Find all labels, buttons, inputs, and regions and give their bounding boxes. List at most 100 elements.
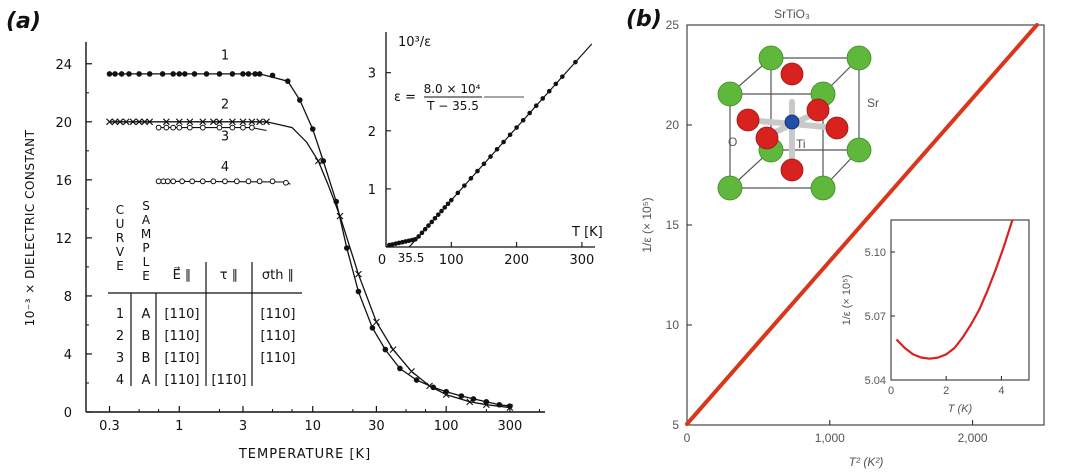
series-1-point xyxy=(182,71,188,77)
series-3-point xyxy=(229,124,236,131)
inset-point xyxy=(468,176,474,181)
crystal-label-sr: Sr xyxy=(867,96,879,110)
panel-b-line xyxy=(685,23,1039,426)
inset-point xyxy=(426,223,431,228)
series-1-point xyxy=(269,72,276,79)
table-cell: B xyxy=(142,329,151,344)
inset-point xyxy=(527,110,532,116)
table-cell: [110] xyxy=(261,351,296,366)
panel-b-y-tick-label: 20 xyxy=(666,118,680,132)
panel-a-x-tick-label: 3 xyxy=(239,419,247,434)
panel-a-x-tick-label: 30 xyxy=(368,419,385,434)
series-2-point xyxy=(336,212,344,220)
crystal-label-ti: Ti xyxy=(796,137,806,151)
table-cell: A xyxy=(142,307,151,322)
series-2-point xyxy=(175,118,183,126)
series-4-point xyxy=(210,178,217,185)
panel-b-inset-line xyxy=(895,219,1014,360)
panel-b-x-tick-label: 0 xyxy=(684,431,691,445)
curve-label: 3 xyxy=(221,130,229,145)
series-2-point xyxy=(199,118,207,126)
panel-a-curve-labels: 1 2 3 4 xyxy=(221,48,229,175)
series-2-point xyxy=(122,118,130,126)
series-1-point xyxy=(297,97,303,103)
panel-b-x-tick-label: 1,000 xyxy=(815,431,845,445)
panel-b-inset-series xyxy=(895,219,1014,360)
panel-b-inset-x-tick-label: 4 xyxy=(998,385,1004,397)
inset-point xyxy=(455,190,461,196)
panel-a-x-tick-label: 100 xyxy=(434,419,459,434)
o-atom xyxy=(780,62,804,86)
table-cell: [110] xyxy=(165,373,200,388)
series-2-point xyxy=(141,118,149,126)
inset-x-tick-label: 300 xyxy=(570,253,595,268)
sr-atom xyxy=(846,137,872,163)
panel-a-x-label: TEMPERATURE [K] xyxy=(238,447,371,462)
sr-atom xyxy=(758,45,784,71)
series-4-point xyxy=(199,178,206,185)
table-cell: B xyxy=(142,351,151,366)
inset-x-tick-label: 0 xyxy=(378,253,386,268)
sr-atom xyxy=(810,175,836,201)
series-3-point xyxy=(155,124,162,131)
inset-point xyxy=(432,216,438,221)
series-2-point xyxy=(111,118,119,126)
series-1-point xyxy=(397,365,403,372)
inset-point xyxy=(439,208,444,214)
o-atoms xyxy=(736,62,849,182)
series-2-point xyxy=(426,382,433,390)
inset-point xyxy=(488,154,493,159)
table-cell: [110] xyxy=(165,307,200,322)
panel-a-x-tick-label: 0.3 xyxy=(99,419,120,434)
series-2-point xyxy=(506,404,514,412)
inset-x-tick-label: 100 xyxy=(439,253,464,268)
series-1-point xyxy=(284,78,291,84)
series-3-point xyxy=(240,124,246,131)
series-3-point xyxy=(170,124,177,131)
panel-a-y-tick-label: 20 xyxy=(55,116,72,131)
series-1-point xyxy=(240,71,246,77)
series-2-point xyxy=(482,401,490,409)
panel-a-y-tick-label: 8 xyxy=(64,290,72,305)
series-2-point xyxy=(373,318,380,326)
series-2-point xyxy=(408,367,415,375)
series-2-point xyxy=(209,118,217,126)
panel-b-inset-y-tick-label: 5.07 xyxy=(865,311,886,323)
series-1-point xyxy=(344,245,350,251)
o-atom xyxy=(736,108,760,132)
series-2-point xyxy=(216,118,223,126)
inset-fit-line xyxy=(408,43,593,248)
series-1-point xyxy=(413,377,420,383)
series-1-point xyxy=(216,71,223,77)
panel-a-y-tick-label: 4 xyxy=(64,348,72,363)
inset-point xyxy=(514,125,519,130)
panel-a-inset: 0 100 200 300 1 2 3 10³/ε T [K] 35.5 ε = 8.0 ×… xyxy=(368,32,603,268)
inset-point xyxy=(475,168,480,174)
table-cell: 1 xyxy=(116,307,124,322)
series-3-point xyxy=(163,124,170,131)
series-4-point xyxy=(283,179,289,186)
formula-denominator: T − 35.5 xyxy=(426,99,479,113)
series-4-point xyxy=(256,178,263,185)
series-1-point xyxy=(458,393,465,399)
table-cell: A xyxy=(142,373,151,388)
table-header-e: E⃗ ∥ xyxy=(173,267,192,283)
panel-b-y-tick-label: 5 xyxy=(672,418,679,432)
inset-point xyxy=(553,81,559,87)
inset-point xyxy=(429,219,435,225)
series-1-point xyxy=(146,71,153,77)
series-4-point xyxy=(245,178,252,185)
formula-lhs: ε = xyxy=(394,90,416,105)
inset-ticks: 0 100 200 300 1 2 3 xyxy=(368,67,595,268)
series-3-point xyxy=(216,124,223,131)
inset-point xyxy=(445,201,451,207)
series-3-point xyxy=(186,124,193,131)
inset-point xyxy=(435,212,441,217)
inset-point xyxy=(540,96,546,101)
series-1-point xyxy=(496,401,503,408)
inset-point xyxy=(507,132,513,138)
inset-point xyxy=(546,88,552,94)
panel-b-y-tick-label: 15 xyxy=(666,218,680,232)
inset-point xyxy=(422,226,428,232)
